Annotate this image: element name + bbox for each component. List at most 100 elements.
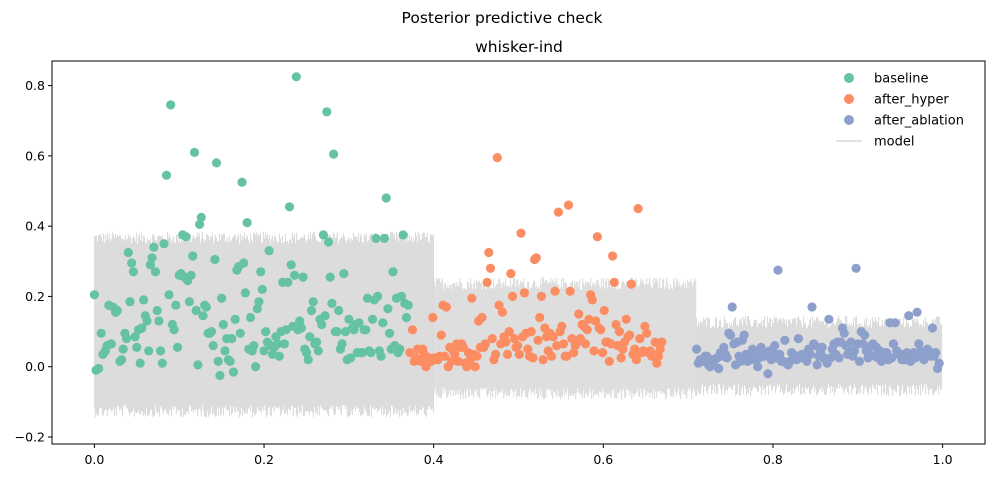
point-baseline xyxy=(264,246,274,256)
point-after_ablation xyxy=(890,318,900,328)
legend-label-after_hyper: after_hyper xyxy=(874,93,949,108)
point-baseline xyxy=(188,251,198,261)
point-after_ablation xyxy=(753,362,763,372)
point-baseline xyxy=(368,314,378,324)
point-after_hyper xyxy=(553,207,564,217)
point-after_hyper xyxy=(526,327,536,337)
point-after_hyper xyxy=(491,349,501,359)
point-after_hyper xyxy=(569,348,579,358)
point-baseline xyxy=(94,363,104,374)
point-after_hyper xyxy=(523,344,533,354)
point-after_ablation xyxy=(812,360,822,370)
point-after_ablation xyxy=(739,330,749,340)
point-baseline xyxy=(128,267,138,277)
point-after_ablation xyxy=(934,358,944,368)
point-baseline xyxy=(156,346,166,356)
point-baseline xyxy=(303,355,313,365)
legend-label-after_ablation: after_ablation xyxy=(874,114,964,129)
point-baseline xyxy=(313,346,323,356)
point-baseline xyxy=(329,149,339,159)
scatter-points xyxy=(89,72,944,381)
point-after_hyper xyxy=(563,200,574,210)
point-after_hyper xyxy=(582,325,592,335)
point-baseline xyxy=(305,332,315,342)
point-after_hyper xyxy=(589,346,599,356)
point-baseline xyxy=(325,272,335,282)
point-baseline xyxy=(383,304,393,314)
point-baseline xyxy=(217,293,227,303)
point-baseline xyxy=(132,342,142,352)
point-baseline xyxy=(283,277,293,287)
point-after_hyper xyxy=(531,253,541,263)
point-baseline xyxy=(211,158,222,168)
point-after_hyper xyxy=(405,348,415,358)
point-baseline xyxy=(186,270,196,280)
point-after_hyper xyxy=(477,312,487,323)
point-after_hyper xyxy=(580,339,591,349)
point-baseline xyxy=(220,346,230,356)
point-after_hyper xyxy=(626,279,636,289)
point-baseline xyxy=(334,305,344,316)
point-baseline xyxy=(142,316,152,326)
point-after_hyper xyxy=(562,351,572,361)
point-after_ablation xyxy=(805,349,815,359)
point-after_ablation xyxy=(887,353,897,363)
point-after_hyper xyxy=(519,288,530,298)
point-after_hyper xyxy=(614,327,625,337)
point-after_ablation xyxy=(904,311,914,321)
x-axis: 0.0 0.2 0.4 0.6 0.8 1.0 xyxy=(84,444,953,467)
point-after_hyper xyxy=(558,339,569,349)
point-after_hyper xyxy=(653,351,664,361)
y-axis: −0.2 0.0 0.2 0.4 0.6 0.8 xyxy=(15,78,52,444)
point-after_hyper xyxy=(507,291,518,301)
y-tick-label: 0.0 xyxy=(25,359,45,374)
point-after_hyper xyxy=(591,316,601,326)
point-after_hyper xyxy=(597,348,608,358)
point-baseline xyxy=(191,305,201,316)
point-after_ablation xyxy=(914,339,924,349)
point-after_hyper xyxy=(509,334,519,344)
point-baseline xyxy=(274,351,284,361)
point-baseline xyxy=(118,344,128,354)
point-baseline xyxy=(106,339,116,349)
point-baseline xyxy=(298,272,308,282)
point-baseline xyxy=(215,370,225,381)
legend-marker-after_ablation xyxy=(844,115,854,125)
point-baseline xyxy=(218,319,228,330)
point-baseline xyxy=(127,258,137,268)
point-baseline xyxy=(339,269,349,279)
point-baseline xyxy=(322,107,332,117)
point-after_hyper xyxy=(599,305,609,316)
point-baseline xyxy=(189,147,200,157)
point-after_hyper xyxy=(616,353,626,363)
point-after_hyper xyxy=(450,349,460,359)
point-after_ablation xyxy=(860,330,870,340)
point-baseline xyxy=(354,318,364,328)
point-after_hyper xyxy=(565,286,575,296)
point-after_hyper xyxy=(440,351,450,361)
point-after_hyper xyxy=(533,335,543,345)
point-after_ablation xyxy=(770,341,780,351)
legend-label-model: model xyxy=(874,135,914,150)
axes-frame xyxy=(51,60,986,445)
point-baseline xyxy=(323,237,334,247)
point-baseline xyxy=(169,325,179,335)
point-after_ablation xyxy=(931,348,941,358)
point-baseline xyxy=(254,297,264,307)
point-baseline xyxy=(256,267,266,277)
point-baseline xyxy=(296,323,306,333)
point-baseline xyxy=(376,351,386,361)
point-baseline xyxy=(252,304,262,314)
point-after_hyper xyxy=(618,344,628,354)
point-after_ablation xyxy=(719,342,729,352)
point-baseline xyxy=(117,355,127,365)
point-after_hyper xyxy=(557,321,567,331)
point-baseline xyxy=(249,341,259,351)
point-baseline xyxy=(340,327,351,337)
point-after_hyper xyxy=(635,334,645,344)
point-after_hyper xyxy=(550,286,560,296)
point-baseline xyxy=(149,242,159,252)
point-baseline xyxy=(286,260,296,270)
point-baseline xyxy=(237,177,247,187)
point-baseline xyxy=(259,346,269,356)
